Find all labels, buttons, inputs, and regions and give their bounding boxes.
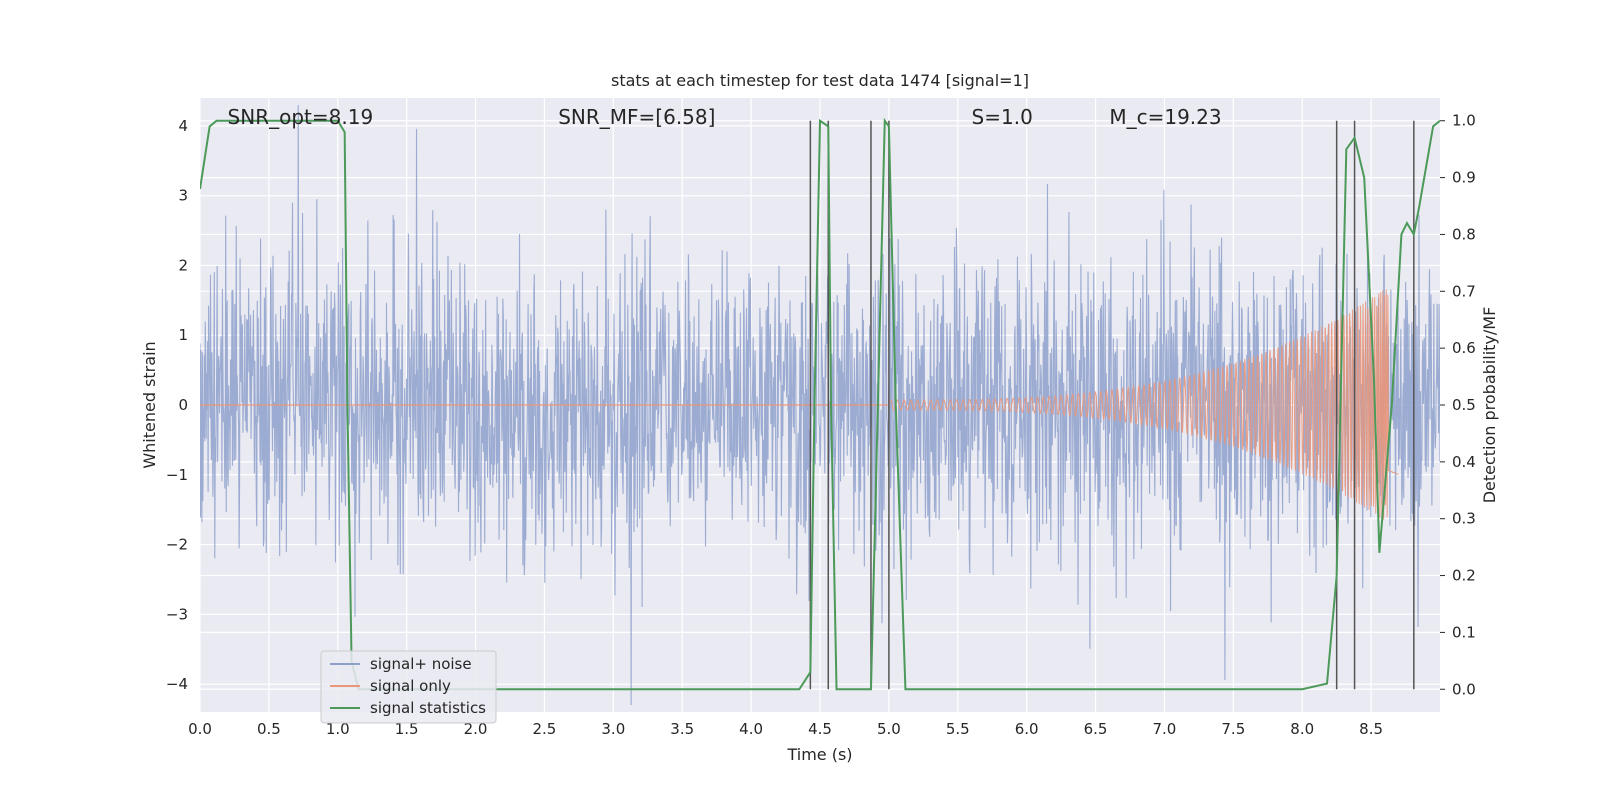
annotation-text: SNR_MF=[6.58]	[558, 105, 715, 129]
legend-label-stats: signal statistics	[370, 699, 486, 717]
y-right-tick-label: 0.0	[1452, 680, 1476, 698]
x-tick-label: 2.0	[464, 720, 488, 738]
x-tick-label: 7.0	[1153, 720, 1177, 738]
y-axis-left-label: Whitened strain	[140, 341, 159, 468]
y-axis-left-ticks: −4 −3 −2 −1 0 1 2 3 4	[166, 117, 188, 693]
x-axis-ticks: 0.0 0.5 1.0 1.5 2.0 2.5 3.0 3.5 4.0 4.5 5.0 5.5 6.0 6…	[188, 720, 1383, 738]
annotation-text: S=1.0	[972, 105, 1033, 129]
x-tick-label: 4.0	[739, 720, 763, 738]
y-left-tick-label: −2	[166, 536, 188, 554]
x-tick-label: 4.5	[808, 720, 832, 738]
x-tick-label: 0.5	[257, 720, 281, 738]
y-right-tick-label: 0.4	[1452, 453, 1476, 471]
y-right-tick-label: 0.7	[1452, 282, 1476, 300]
x-tick-label: 7.5	[1221, 720, 1245, 738]
annotation-text: SNR_opt=8.19	[228, 105, 374, 129]
x-tick-label: 3.5	[670, 720, 694, 738]
y-left-tick-label: 2	[178, 256, 188, 274]
annotations: SNR_opt=8.19 SNR_MF=[6.58] S=1.0 M_c=19.23	[228, 105, 1222, 129]
y-left-tick-label: 3	[178, 187, 188, 205]
x-tick-label: 6.0	[1015, 720, 1039, 738]
y-right-tick-label: 0.8	[1452, 225, 1476, 243]
x-tick-label: 1.0	[326, 720, 350, 738]
signal-chirp-line	[888, 289, 1399, 520]
y-axis-right-label: Detection probability/MF	[1480, 307, 1499, 504]
chart-title: stats at each timestep for test data 147…	[611, 71, 1029, 90]
series-signal-plus-noise	[200, 104, 1440, 706]
x-tick-label: 2.5	[533, 720, 557, 738]
y-left-tick-label: −3	[166, 605, 188, 623]
y-left-tick-label: 1	[178, 326, 188, 344]
x-tick-label: 8.0	[1290, 720, 1314, 738]
y-right-tick-label: 0.5	[1452, 396, 1476, 414]
x-tick-label: 1.5	[395, 720, 419, 738]
y-left-tick-label: 0	[178, 396, 188, 414]
y-right-tick-label: 0.1	[1452, 623, 1476, 641]
noise-line	[200, 104, 1440, 706]
x-tick-label: 0.0	[188, 720, 212, 738]
y-left-tick-label: −1	[166, 466, 188, 484]
x-tick-label: 5.0	[877, 720, 901, 738]
y-left-tick-label: 4	[178, 117, 188, 135]
y-left-tick-label: −4	[166, 675, 188, 693]
y-right-tick-label: 0.9	[1452, 169, 1476, 187]
legend-label-noise: signal+ noise	[370, 655, 472, 673]
x-tick-label: 3.0	[601, 720, 625, 738]
y-right-tick-label: 0.3	[1452, 510, 1476, 528]
x-tick-label: 5.5	[946, 720, 970, 738]
series-signal-only	[200, 289, 1399, 520]
y-right-tick-label: 1.0	[1452, 112, 1476, 130]
x-axis-label: Time (s)	[786, 745, 852, 764]
y-right-tick-label: 0.2	[1452, 567, 1476, 585]
legend-label-signal: signal only	[370, 677, 451, 695]
annotation-text: M_c=19.23	[1109, 105, 1221, 129]
x-tick-label: 6.5	[1084, 720, 1108, 738]
y-right-tick-label: 0.6	[1452, 339, 1476, 357]
legend-box	[320, 650, 497, 724]
y-axis-right-ticks: 0.0 0.1 0.2 0.3 0.4 0.5 0.6 0.7 0.8 0.9 1.0	[1440, 112, 1476, 698]
legend: signal+ noise signal only signal statist…	[320, 650, 497, 724]
x-tick-label: 8.5	[1359, 720, 1383, 738]
